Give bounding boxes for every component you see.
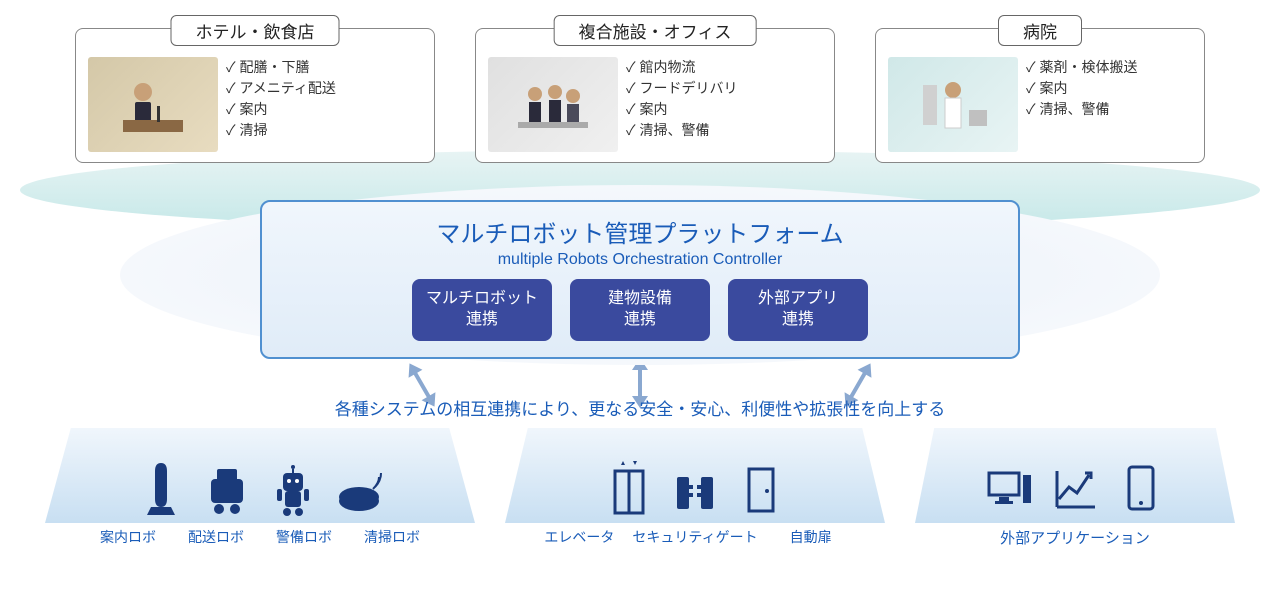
tablet-icon: [1117, 459, 1165, 517]
security-robot-icon: [269, 459, 317, 517]
scene-image-hotel: [88, 57, 218, 152]
modules-row: マルチロボット連携 建物設備連携 外部アプリ連携: [286, 279, 994, 341]
guide-robot-icon: [137, 459, 185, 517]
scene-card-hotel: ホテル・飲食店 配膳・下膳 アメニティ配送 案内 清掃: [75, 28, 435, 163]
scene-image-office: [488, 57, 618, 152]
scene-image-hospital: [888, 57, 1018, 152]
scene-title: ホテル・飲食店: [171, 15, 340, 46]
scene-item: 配膳・下膳: [226, 57, 336, 78]
robots-labels: 案内ロボ 配送ロボ 警備ロボ 清掃ロボ: [45, 527, 475, 547]
scene-list: 配膳・下膳 アメニティ配送 案内 清掃: [226, 57, 336, 141]
elevator-icon: [605, 459, 653, 517]
robots-group: 案内ロボ 配送ロボ 警備ロボ 清掃ロボ: [45, 428, 475, 548]
platform-subtitle: multiple Robots Orchestration Controller: [286, 251, 994, 269]
building-panel: [505, 428, 885, 523]
scene-item: 薬剤・検体搬送: [1026, 57, 1137, 78]
building-label: セキュリティゲート: [632, 527, 757, 547]
platform-card: マルチロボット管理プラットフォーム multiple Robots Orches…: [260, 200, 1020, 359]
desktop-icon: [985, 459, 1033, 517]
bottom-row: 案内ロボ 配送ロボ 警備ロボ 清掃ロボ エレベータ セキュリティゲート 自動扉 …: [0, 428, 1280, 548]
cleaning-robot-icon: [335, 459, 383, 517]
platform-title: マルチロボット管理プラットフォーム: [286, 214, 994, 249]
scene-item: アメニティ配送: [226, 78, 336, 99]
platform-block: マルチロボット管理プラットフォーム multiple Robots Orches…: [260, 200, 1020, 359]
scene-card-office: 複合施設・オフィス 館内物流 フードデリバリ 案内 清掃、警備: [475, 28, 835, 163]
module-building-link: 建物設備連携: [570, 279, 710, 341]
scene-item: フードデリバリ: [626, 78, 737, 99]
scenes-row: ホテル・飲食店 配膳・下膳 アメニティ配送 案内 清掃 複合施設・オフィス 館内…: [0, 28, 1280, 163]
scene-title: 複合施設・オフィス: [554, 15, 757, 46]
robots-panel: [45, 428, 475, 523]
scene-list: 館内物流 フードデリバリ 案内 清掃、警備: [626, 57, 737, 141]
external-panel: [915, 428, 1235, 523]
building-group: エレベータ セキュリティゲート 自動扉: [505, 428, 885, 548]
auto-door-icon: [737, 459, 785, 517]
robot-label: 清掃ロボ: [357, 527, 427, 547]
external-label: 外部アプリケーション: [915, 527, 1235, 548]
building-labels: エレベータ セキュリティゲート 自動扉: [505, 527, 885, 547]
security-gate-icon: [671, 459, 719, 517]
external-group: 外部アプリケーション: [915, 428, 1235, 548]
building-label: エレベータ: [544, 527, 614, 547]
scene-item: 案内: [1026, 78, 1137, 99]
scene-list: 薬剤・検体搬送 案内 清掃、警備: [1026, 57, 1137, 120]
delivery-robot-icon: [203, 459, 251, 517]
scene-item: 清掃、警備: [626, 120, 737, 141]
robot-label: 配送ロボ: [181, 527, 251, 547]
tagline-text: 各種システムの相互連携により、更なる安全・安心、利便性や拡張性を向上する: [0, 395, 1280, 420]
chart-icon: [1051, 459, 1099, 517]
module-external-link: 外部アプリ連携: [728, 279, 868, 341]
scene-title: 病院: [998, 15, 1082, 46]
scene-item: 案内: [226, 99, 336, 120]
scene-item: 清掃、警備: [1026, 99, 1137, 120]
robot-label: 警備ロボ: [269, 527, 339, 547]
scene-item: 館内物流: [626, 57, 737, 78]
robot-label: 案内ロボ: [93, 527, 163, 547]
scene-item: 清掃: [226, 120, 336, 141]
building-label: 自動扉: [776, 527, 846, 547]
scene-item: 案内: [626, 99, 737, 120]
scene-card-hospital: 病院 薬剤・検体搬送 案内 清掃、警備: [875, 28, 1205, 163]
module-robot-link: マルチロボット連携: [412, 279, 552, 341]
